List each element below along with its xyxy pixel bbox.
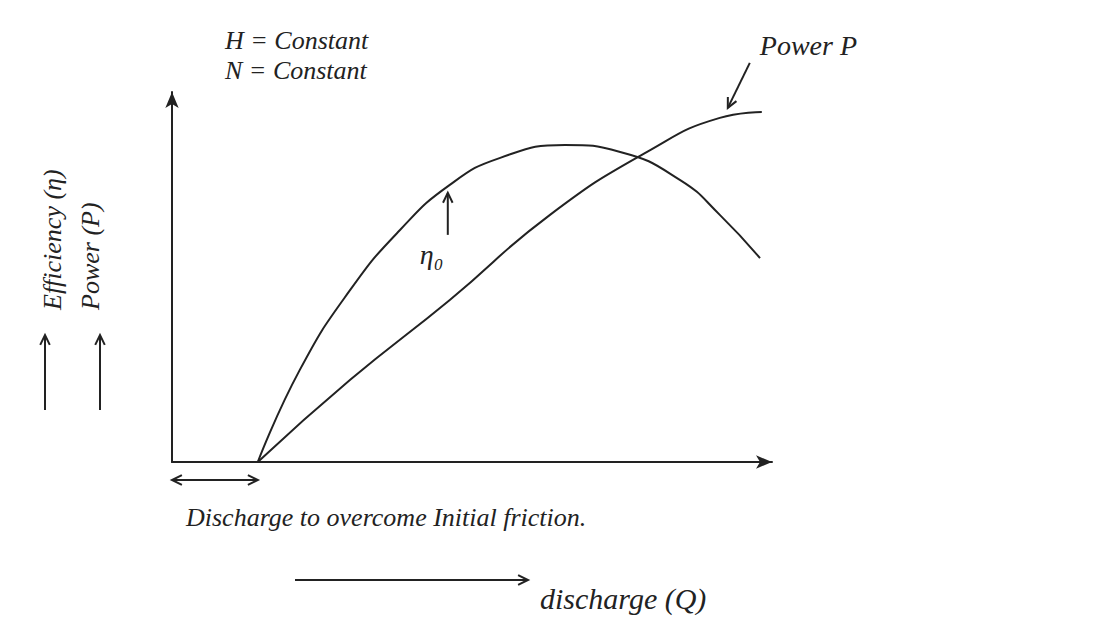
svg-text:N = Constant: N = Constant (224, 56, 368, 85)
svg-text:η₀: η₀ (420, 239, 444, 270)
svg-text:Power P: Power P (759, 30, 857, 61)
svg-text:Power (P): Power (P) (76, 202, 105, 311)
svg-text:H = Constant: H = Constant (224, 26, 369, 55)
svg-text:Efficiency (η): Efficiency (η) (38, 169, 67, 311)
svg-text:Discharge to overcome Initial: Discharge to overcome Initial friction. (185, 503, 586, 532)
svg-text:discharge (Q): discharge (Q) (540, 582, 706, 616)
